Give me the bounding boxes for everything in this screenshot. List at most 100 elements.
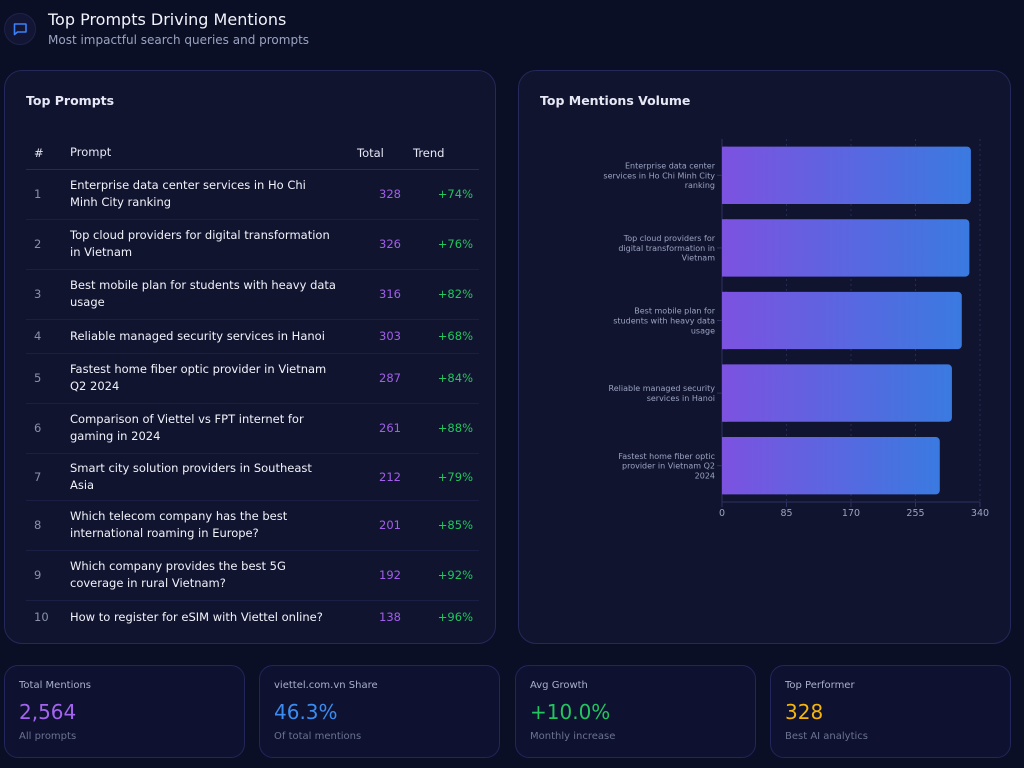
category-label-line: Enterprise data center [625, 162, 716, 171]
page-title: Top Prompts Driving Mentions [48, 10, 287, 29]
column-header-trend[interactable]: Trend [413, 137, 479, 170]
category-label-line: students with heavy data [613, 317, 715, 326]
row-prompt: Which telecom company has the best inter… [70, 500, 357, 551]
bar[interactable] [722, 364, 952, 422]
row-prompt: Reliable managed security services in Ha… [70, 319, 357, 354]
category-label-line: ranking [685, 181, 715, 190]
row-rank: 2 [26, 219, 70, 270]
x-tick-label: 0 [719, 508, 725, 519]
table-row[interactable]: 2 Top cloud providers for digital transfo… [26, 219, 479, 270]
stat-value: +10.0% [530, 700, 611, 724]
category-label: Fastest home fiber optic provider in Viet… [618, 452, 715, 481]
bar-left-edge [722, 219, 727, 277]
message-square-icon [4, 13, 36, 45]
row-total: 316 [357, 269, 413, 320]
category-label-line: Reliable managed security [609, 384, 716, 393]
table-row[interactable]: 9 Which company provides the best 5G cove… [26, 550, 479, 601]
category-label: Top cloud providers for digital transform… [618, 234, 715, 263]
category-label-line: Vietnam [682, 254, 716, 263]
bar[interactable] [722, 146, 971, 204]
top-prompts-card: Top Prompts # Prompt Total Trend 1 Enterp… [4, 70, 496, 644]
table-row[interactable]: 4 Reliable managed security services in H… [26, 319, 479, 354]
bar[interactable] [722, 437, 940, 495]
row-trend: +68% [413, 319, 479, 354]
category-label-line: services in Hanoi [647, 394, 715, 403]
stat-subtext: Monthly increase [530, 731, 616, 742]
page-subtitle: Most impactful search queries and prompt… [48, 33, 310, 47]
row-rank: 8 [26, 500, 70, 551]
category-label-line: 2024 [695, 472, 715, 481]
stat-subtext: Best AI analytics [785, 731, 868, 742]
category-label: Enterprise data center services in Ho Chi… [603, 162, 715, 191]
row-prompt: Which company provides the best 5G cover… [70, 550, 357, 601]
table-row[interactable]: 3 Best mobile plan for students with heav… [26, 269, 479, 320]
row-trend: +92% [413, 550, 479, 601]
row-total: 192 [357, 550, 413, 601]
row-total: 261 [357, 403, 413, 454]
stat-card-share: viettel.com.vn Share 46.3% Of total ment… [259, 665, 500, 758]
table-row[interactable]: 8 Which telecom company has the best inte… [26, 500, 479, 551]
row-trend: +96% [437, 610, 473, 625]
bar-left-edge [722, 291, 727, 350]
top-prompts-title: Top Prompts [26, 93, 115, 108]
bar-left-edge [722, 364, 727, 422]
stat-label: Top Performer [785, 680, 855, 691]
stat-subtext: Of total mentions [274, 731, 362, 742]
row-rank: 6 [26, 403, 70, 454]
category-label-line: services in Ho Chi Minh City [603, 171, 715, 180]
stat-card-total-mentions: Total Mentions 2,564 All prompts [4, 665, 245, 758]
row-prompt: Enterprise data center services in Ho Ch… [70, 169, 357, 220]
row-total: 303 [357, 319, 413, 354]
column-header-total[interactable]: Total [357, 137, 413, 170]
row-total: 138 [379, 610, 401, 625]
table-row[interactable]: 7 Smart city solution providers in Southe… [26, 453, 479, 501]
row-prompt: Fastest home fiber optic provider in Vie… [70, 353, 357, 404]
chart-title: Top Mentions Volume [540, 93, 691, 108]
bar-left-edge [722, 437, 727, 495]
row-trend: +76% [413, 219, 479, 270]
row-rank: 10 [34, 610, 49, 625]
row-rank: 4 [26, 319, 70, 354]
row-total: 287 [357, 353, 413, 404]
row-trend: +85% [413, 500, 479, 551]
stat-value: 328 [785, 700, 824, 724]
stat-value: 46.3% [274, 700, 338, 724]
row-prompt: Smart city solution providers in Southea… [70, 453, 357, 501]
x-tick-label: 255 [906, 508, 924, 519]
category-label-line: digital transformation in [618, 244, 715, 253]
row-total: 328 [357, 169, 413, 220]
table-row[interactable]: 10 How to register for eSIM with Viettel … [26, 600, 479, 634]
stat-card-top-performer: Top Performer 328 Best AI analytics [770, 665, 1011, 758]
row-prompt: Best mobile plan for students with heavy… [70, 269, 357, 320]
bar[interactable] [722, 219, 970, 277]
bar-left-edge [722, 146, 727, 204]
table-row[interactable]: 5 Fastest home fiber optic provider in Vi… [26, 353, 479, 404]
row-rank: 3 [26, 269, 70, 320]
stat-value: 2,564 [19, 700, 77, 724]
x-tick-label: 170 [842, 508, 860, 519]
category-label-line: usage [691, 326, 715, 335]
row-prompt: Top cloud providers for digital transfor… [70, 219, 357, 270]
row-trend: +79% [413, 453, 479, 501]
row-prompt: How to register for eSIM with Viettel on… [70, 609, 323, 624]
row-trend: +84% [413, 353, 479, 404]
category-label: Reliable managed security services in Han… [609, 384, 716, 403]
mentions-bar-chart: Enterprise data center services in Ho Chi… [603, 139, 989, 519]
row-prompt: Comparison of Viettel vs FPT internet fo… [70, 403, 357, 454]
bar[interactable] [722, 291, 962, 350]
stat-card-avg-growth: Avg Growth +10.0% Monthly increase [515, 665, 756, 758]
top-mentions-volume-card: Top Mentions Volume Enterprise data cent… [518, 70, 1011, 644]
row-trend: +74% [413, 169, 479, 220]
x-tick-label: 85 [780, 508, 792, 519]
table-row[interactable]: 6 Comparison of Viettel vs FPT internet f… [26, 403, 479, 454]
table-row[interactable]: 1 Enterprise data center services in Ho C… [26, 169, 479, 220]
category-label: Best mobile plan for students with heavy … [613, 307, 715, 336]
x-tick-label: 340 [971, 508, 989, 519]
row-rank: 7 [26, 453, 70, 501]
row-trend: +88% [413, 403, 479, 454]
row-rank: 5 [26, 353, 70, 404]
row-trend: +82% [413, 269, 479, 320]
column-header-prompt[interactable]: Prompt [70, 137, 357, 170]
prompts-table: # Prompt Total Trend 1 Enterprise data ce… [26, 137, 479, 634]
column-header-rank[interactable]: # [26, 137, 70, 170]
